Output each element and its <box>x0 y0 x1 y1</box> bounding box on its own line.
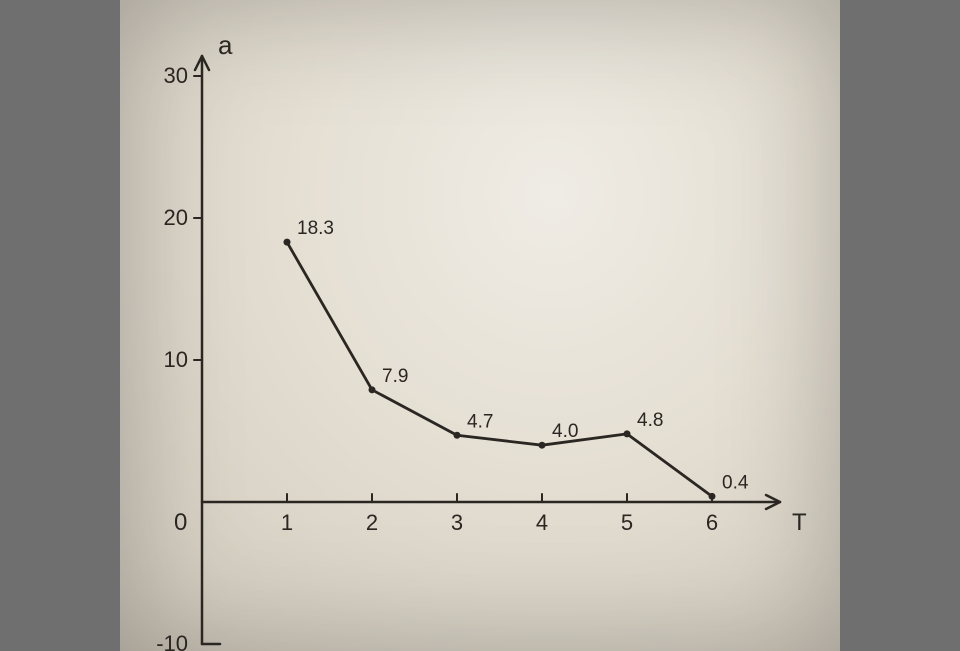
x-tick-label: 2 <box>366 510 378 535</box>
chart-paper: -10 10 20 30 a 1 2 3 4 5 6 T 0 18.3 7.9 4.7 4.0 4.8 0.4 <box>120 0 840 651</box>
data-point <box>709 493 716 500</box>
x-axis-label: T <box>792 509 807 536</box>
line-chart: -10 10 20 30 a 1 2 3 4 5 6 T 0 18.3 7.9 4.7 4.0 4.8 0.4 <box>120 0 840 651</box>
y-axis-label: a <box>218 30 233 60</box>
data-point <box>454 432 461 439</box>
y-tick-label: 20 <box>164 205 188 230</box>
data-point <box>369 386 376 393</box>
x-tick-label: 1 <box>281 510 293 535</box>
origin-label: 0 <box>174 509 187 536</box>
y-tick-label: 10 <box>164 347 188 372</box>
x-tick-label: 5 <box>621 510 633 535</box>
x-tick-label: 6 <box>706 510 718 535</box>
data-line <box>287 242 712 496</box>
data-point <box>284 239 291 246</box>
data-point-label: 7.9 <box>382 366 408 387</box>
y-tick-label: -10 <box>156 631 188 651</box>
x-tick-label: 4 <box>536 510 548 535</box>
data-point-label: 4.7 <box>467 411 493 432</box>
data-point-label: 4.8 <box>637 410 663 431</box>
data-point <box>624 430 631 437</box>
data-point-label: 18.3 <box>297 218 334 239</box>
y-tick-label: 30 <box>164 63 188 88</box>
data-point-label: 4.0 <box>552 421 578 442</box>
data-point-label: 0.4 <box>722 472 749 493</box>
data-point <box>539 442 546 449</box>
x-tick-label: 3 <box>451 510 463 535</box>
